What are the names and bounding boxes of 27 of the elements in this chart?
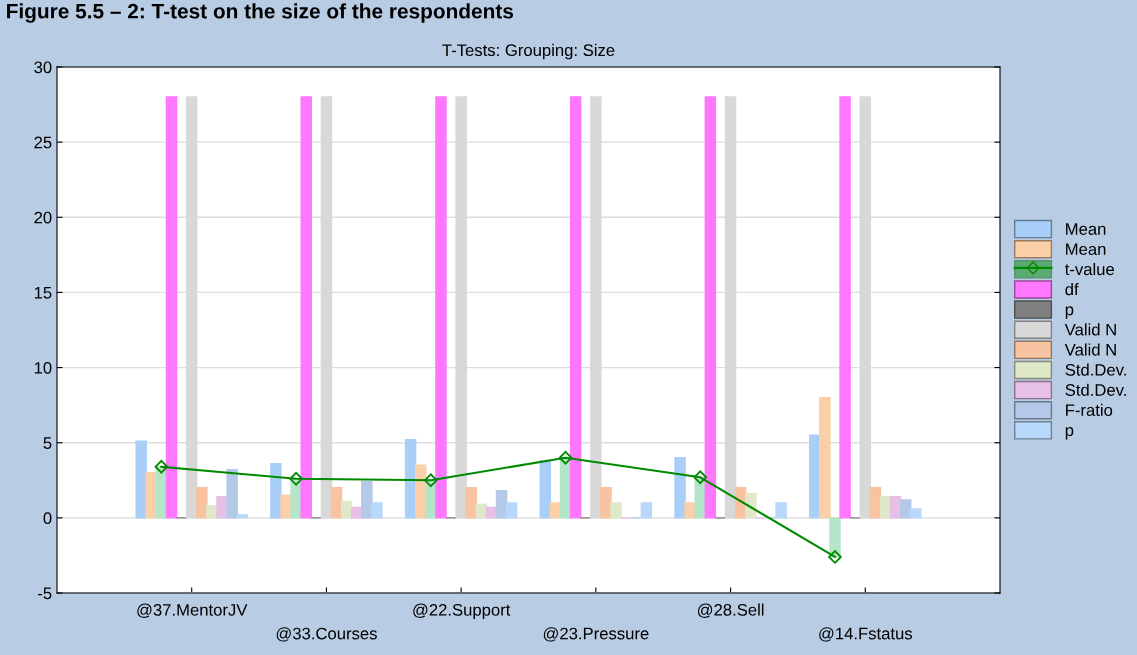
y-tick-label: 15 bbox=[34, 287, 52, 299]
x-tick-label: @33.Courses bbox=[276, 627, 377, 642]
x-tick-label: @22.Support bbox=[413, 603, 511, 620]
caption: Figure 5.5 – 2: T-test on the size of the respondents bbox=[7, 3, 514, 23]
x-tick-label: @14.Fstatus bbox=[819, 627, 913, 642]
y-tick-label: 10 bbox=[34, 361, 52, 374]
legend-label: Mean bbox=[1066, 223, 1106, 235]
legend-label: p bbox=[1065, 427, 1074, 440]
legend-label: Valid N bbox=[1064, 343, 1116, 356]
y-tick-label: 5 bbox=[43, 437, 52, 449]
legend-label: Std.Dev. bbox=[1065, 363, 1126, 376]
legend-label: Std.Dev. bbox=[1065, 383, 1126, 396]
y-tick-label: 20 bbox=[34, 211, 52, 224]
chart-title: T-Tests: Grouping: Size bbox=[442, 43, 615, 60]
legend-label: t-value bbox=[1064, 262, 1114, 276]
y-tick-label: -5 bbox=[38, 587, 52, 600]
y-tick-label: 30 bbox=[34, 61, 52, 74]
x-tick-label: @23.Pressure bbox=[543, 627, 649, 642]
legend-label: p bbox=[1065, 306, 1074, 319]
x-tick-label: @28.Sell bbox=[697, 603, 764, 618]
legend-label: F-ratio bbox=[1066, 403, 1113, 417]
y-tick-label: 25 bbox=[34, 136, 52, 149]
legend-label: Valid N bbox=[1064, 323, 1116, 336]
x-tick-label: @37.MentorJV bbox=[137, 603, 248, 618]
y-tick-label: 0 bbox=[43, 512, 52, 525]
legend-label: df bbox=[1065, 283, 1079, 296]
legend-label: Mean bbox=[1066, 243, 1106, 256]
